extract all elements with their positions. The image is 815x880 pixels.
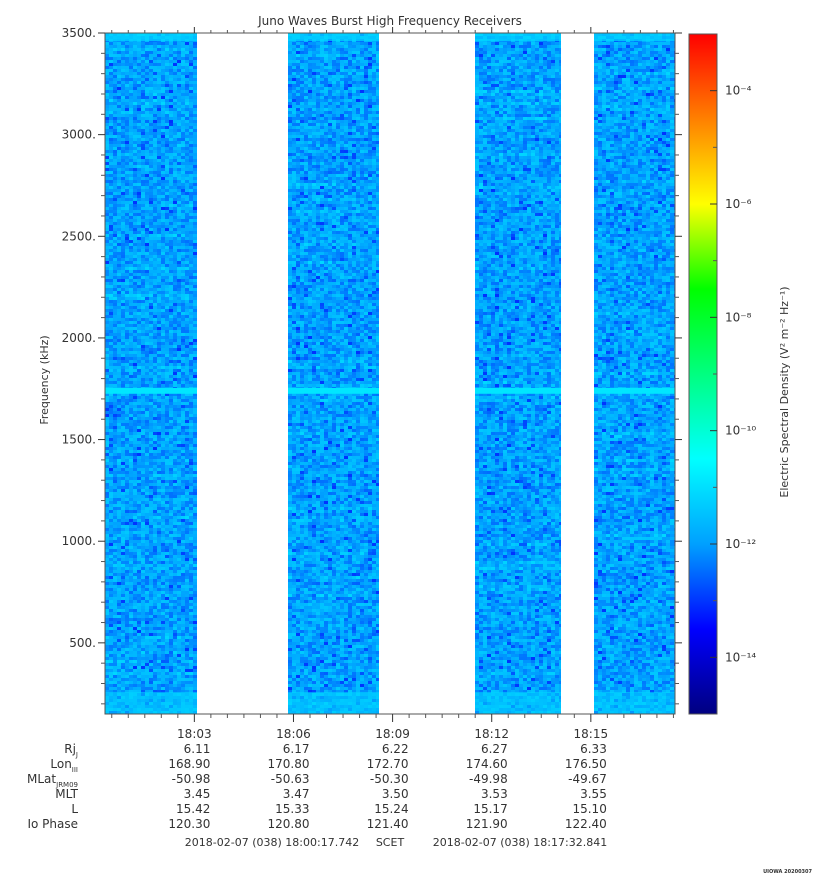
ephemeris-value: 15.24 bbox=[374, 802, 408, 816]
ephemeris-value: 121.40 bbox=[367, 817, 409, 831]
ephemeris-value: 6.17 bbox=[283, 742, 310, 756]
y-tick-label: 500. bbox=[69, 636, 96, 650]
time-start: 2018-02-07 (038) 18:00:17.742 bbox=[185, 836, 359, 849]
colorbar-tick-label: 10⁻¹⁰ bbox=[725, 424, 756, 438]
segment-texture bbox=[288, 33, 379, 714]
segment-top-edge bbox=[105, 33, 197, 41]
ephemeris-value: 174.60 bbox=[466, 757, 508, 771]
ephemeris-value: 3.45 bbox=[184, 787, 211, 801]
ephemeris-value: 6.27 bbox=[481, 742, 508, 756]
chart-title: Juno Waves Burst High Frequency Receiver… bbox=[257, 14, 522, 28]
y-tick-label: 3000. bbox=[62, 128, 96, 142]
ephemeris-row-label: Io Phase bbox=[27, 817, 78, 831]
x-tick-label: 18:03 bbox=[177, 727, 212, 741]
data-segment-2 bbox=[288, 33, 379, 714]
ephemeris-value: 15.42 bbox=[176, 802, 210, 816]
x-tick-label: 18:06 bbox=[276, 727, 311, 741]
y-axis: 500. 1000. 1500. 2000. 2500. 3000. 3500. bbox=[62, 26, 682, 705]
emission-line bbox=[288, 387, 379, 394]
colorbar-tick-label: 10⁻⁶ bbox=[725, 197, 752, 211]
ephemeris-value: 6.22 bbox=[382, 742, 409, 756]
time-system: SCET bbox=[376, 836, 405, 849]
spectrogram-area bbox=[105, 33, 675, 714]
ephemeris-value: 172.70 bbox=[367, 757, 409, 771]
ephemeris-value: 168.90 bbox=[168, 757, 210, 771]
ephemeris-value: -50.63 bbox=[271, 772, 310, 786]
x-tick-label: 18:15 bbox=[574, 727, 609, 741]
x-axis: 18:03 18:06 18:09 18:12 18:15 bbox=[111, 27, 674, 741]
colorbar-ramp bbox=[688, 33, 718, 715]
y-tick-label: 2500. bbox=[62, 229, 96, 243]
ephemeris-value: -50.98 bbox=[172, 772, 211, 786]
ephemeris-value: -50.30 bbox=[370, 772, 409, 786]
y-tick-label: 1000. bbox=[62, 534, 96, 548]
segment-low-freq-band bbox=[475, 692, 561, 714]
y-axis-label: Frequency (kHz) bbox=[38, 335, 51, 424]
ephemeris-value: 6.11 bbox=[184, 742, 211, 756]
colorbar-tick-label: 10⁻⁸ bbox=[725, 310, 752, 324]
ephemeris-value: 3.50 bbox=[382, 787, 409, 801]
ephemeris-value: 122.40 bbox=[565, 817, 607, 831]
ephemeris-value: 3.53 bbox=[481, 787, 508, 801]
ephemeris-row-label: RjJ bbox=[64, 742, 78, 759]
emission-line bbox=[105, 387, 197, 394]
ephemeris-value: 176.50 bbox=[565, 757, 607, 771]
ephemeris-value: -49.67 bbox=[568, 772, 607, 786]
ephemeris-value: 3.55 bbox=[580, 787, 607, 801]
colorbar-tick-label: 10⁻⁴ bbox=[725, 84, 752, 98]
credit-stamp: UIOWA 20200307 bbox=[763, 869, 812, 875]
emission-line bbox=[594, 387, 675, 394]
ephemeris-value: 15.17 bbox=[473, 802, 507, 816]
ephemeris-value: 120.80 bbox=[267, 817, 309, 831]
segment-texture bbox=[105, 33, 197, 714]
colorbar-tick-label: 10⁻¹² bbox=[725, 537, 756, 551]
segment-top-edge bbox=[288, 33, 379, 41]
ephemeris-value: -49.98 bbox=[469, 772, 508, 786]
colorbar-label: Electric Spectral Density (V² m⁻² Hz⁻¹) bbox=[778, 286, 791, 497]
ephemeris-value: 15.33 bbox=[275, 802, 309, 816]
time-end: 2018-02-07 (038) 18:17:32.841 bbox=[433, 836, 607, 849]
data-segment-1 bbox=[105, 33, 197, 714]
data-segment-4 bbox=[594, 33, 675, 714]
x-tick-label: 18:12 bbox=[474, 727, 509, 741]
plot-border bbox=[104, 32, 676, 715]
ephemeris-table: RjJ 6.11 6.17 6.22 6.27 6.33 LonIII 168.90 170.8… bbox=[27, 742, 607, 831]
segment-texture bbox=[475, 33, 561, 714]
segment-low-freq-band bbox=[594, 692, 675, 714]
ephemeris-value: 6.33 bbox=[580, 742, 607, 756]
segment-top-edge bbox=[475, 33, 561, 41]
colorbar-tick-label: 10⁻¹⁴ bbox=[725, 650, 756, 664]
y-tick-label: 1500. bbox=[62, 433, 96, 447]
ephemeris-value: 120.30 bbox=[168, 817, 210, 831]
ephemeris-row-label: L bbox=[71, 802, 78, 816]
ephemeris-row-label: LonIII bbox=[50, 757, 78, 774]
ephemeris-row-label: MLatJRM09 bbox=[27, 772, 78, 789]
ephemeris-value: 121.90 bbox=[466, 817, 508, 831]
emission-line bbox=[475, 387, 561, 394]
segment-texture bbox=[594, 33, 675, 714]
y-tick-label: 2000. bbox=[62, 331, 96, 345]
data-segment-3 bbox=[475, 33, 561, 714]
plot-frame bbox=[104, 32, 676, 715]
x-tick-label: 18:09 bbox=[375, 727, 410, 741]
ephemeris-value: 170.80 bbox=[267, 757, 309, 771]
ephemeris-value: 15.10 bbox=[572, 802, 606, 816]
colorbar: 10⁻⁴ 10⁻⁶ 10⁻⁸ 10⁻¹⁰ 10⁻¹² 10⁻¹⁴ bbox=[688, 33, 756, 715]
y-tick-label: 3500. bbox=[62, 26, 96, 40]
segment-low-freq-band bbox=[105, 692, 197, 714]
segment-top-edge bbox=[594, 33, 675, 41]
ephemeris-row-label: MLT bbox=[55, 787, 78, 801]
segment-low-freq-band bbox=[288, 692, 379, 714]
ephemeris-value: 3.47 bbox=[283, 787, 310, 801]
